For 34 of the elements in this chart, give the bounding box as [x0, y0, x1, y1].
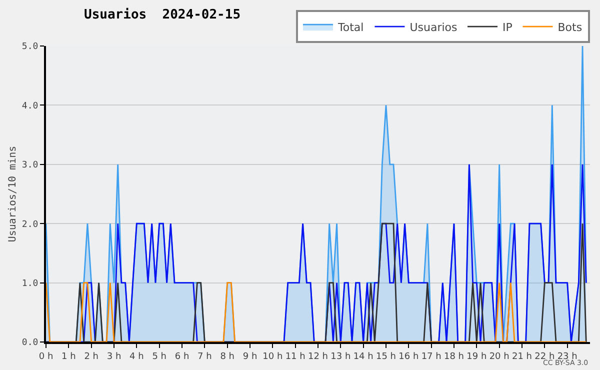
x-tick-label: 7 h [198, 352, 212, 362]
legend-label: Usuarios [410, 20, 458, 34]
x-tick-label: 16 h [398, 352, 419, 362]
x-tick-label: 3 h [106, 352, 122, 362]
legend-label: Bots [558, 20, 582, 34]
x-tick-label: 5 h [152, 352, 166, 362]
x-tick-label: 0 h [38, 352, 54, 362]
y-tick-label: 4.0 [22, 101, 38, 112]
legend-label: Total [337, 20, 364, 34]
x-tick-label: 13 h [330, 352, 351, 362]
x-tick-label: 17 h [421, 352, 442, 362]
x-tick-label: 12 h [308, 352, 328, 362]
x-tick-label: 20 h [489, 352, 510, 362]
y-tick-label: 0.0 [22, 338, 38, 348]
y-tick-label: 2.0 [22, 220, 38, 230]
x-tick-label: 4 h [130, 352, 144, 362]
x-tick-label: 8 h [220, 352, 234, 362]
x-tick-label: 2 h [84, 352, 98, 362]
y-axis-title: Usuarios/10 mins [7, 146, 18, 242]
x-tick-label: 15 h [376, 352, 396, 362]
y-tick-label: 1.0 [22, 278, 38, 289]
x-tick-label: 1 h [62, 352, 76, 362]
x-tick-label: 6 h [174, 352, 190, 362]
legend-label: IP [502, 20, 513, 34]
x-tick-label: 11 h [285, 352, 306, 362]
chart-title: Usuarios 2024-02-15 [84, 7, 241, 22]
y-tick-label: 3.0 [22, 160, 38, 171]
x-tick-label: 21 h [512, 352, 532, 362]
x-tick-label: 10 h [262, 352, 283, 362]
x-tick-label: 19 h [466, 352, 487, 362]
x-tick-label: 18 h [444, 352, 464, 362]
x-tick-label: 14 h [353, 352, 374, 362]
y-tick-label: 5.0 [22, 42, 38, 52]
x-tick-label: 9 h [242, 352, 258, 362]
